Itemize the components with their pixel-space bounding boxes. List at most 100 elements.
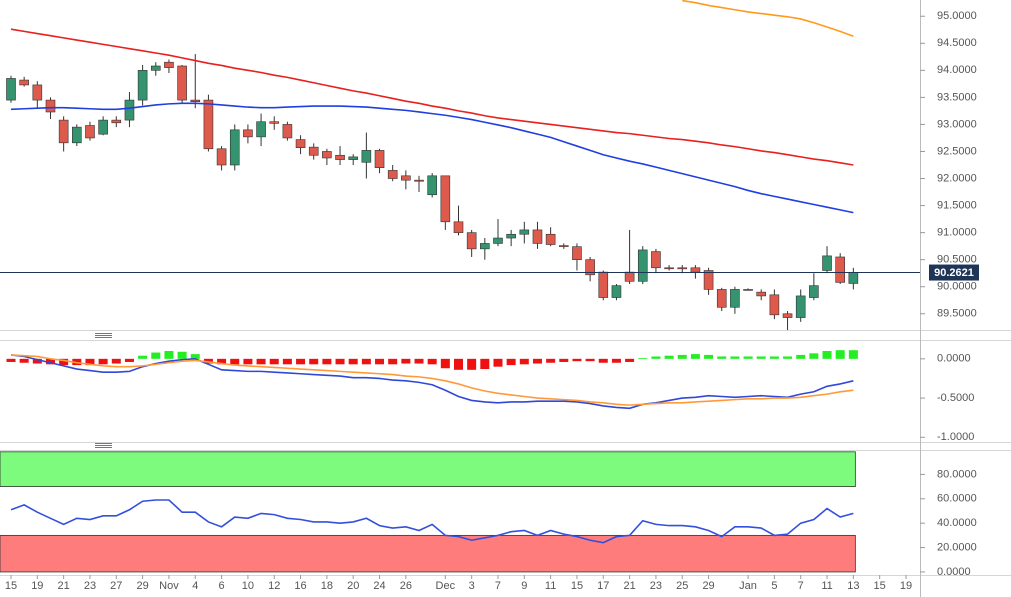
y-tick-label: 0.0000 (937, 353, 971, 365)
histogram (6, 350, 858, 370)
candle-body (493, 237, 503, 244)
x-tick-label: 3 (469, 580, 475, 592)
y-tick-label: -0.5000 (937, 392, 974, 404)
histogram-bar (217, 358, 227, 365)
x-tick-label: 24 (373, 580, 385, 592)
candle-body (519, 229, 530, 235)
y-tick-label: 20.0000 (937, 541, 977, 553)
y-tick-label: 92.5000 (937, 145, 977, 157)
candle-body (756, 291, 767, 297)
histogram-bar (164, 350, 174, 359)
histogram-bar (269, 358, 279, 365)
candle-body (164, 61, 174, 68)
histogram-bar (230, 358, 240, 365)
histogram-bar (124, 358, 134, 362)
histogram-bar (598, 358, 608, 363)
candle-body (190, 99, 201, 103)
y-tick-label: -1.0000 (937, 431, 974, 443)
histogram-bar (190, 354, 200, 359)
candle-body (72, 126, 82, 144)
resize-handle[interactable] (95, 443, 112, 448)
histogram-bar (559, 358, 569, 362)
resize-handle[interactable] (95, 333, 112, 338)
y-tick-label: 40.0000 (937, 517, 977, 529)
histogram-bar (506, 358, 516, 366)
candle-body (243, 129, 253, 138)
y-tick-label: 0.0000 (937, 566, 971, 578)
histogram-bar (151, 352, 161, 359)
histogram-bar (85, 358, 95, 366)
x-tick-label: Dec (436, 580, 456, 592)
candle-body (111, 119, 122, 124)
candle-body (427, 175, 437, 196)
x-tick-label: 11 (821, 580, 832, 592)
x-tick-label: 16 (294, 580, 306, 592)
histogram-bar (454, 358, 463, 370)
x-tick-label: 7 (495, 580, 501, 592)
candles (6, 54, 859, 330)
histogram-bar (625, 358, 635, 362)
candle-body (98, 119, 108, 135)
candle-body (506, 233, 516, 239)
candle-body (809, 285, 819, 298)
candle-body (124, 99, 135, 121)
candle-body (229, 129, 240, 166)
histogram-bar (98, 358, 108, 365)
x-tick-label: 21 (623, 580, 635, 592)
candle-body (282, 124, 293, 139)
candle-body (216, 148, 227, 166)
histogram-bar (19, 358, 29, 363)
histogram-bar (111, 358, 121, 364)
x-tick-label: 9 (521, 580, 527, 592)
histogram-bar (348, 358, 358, 365)
histogram-bar (651, 356, 661, 359)
histogram-bar (467, 358, 477, 370)
candle-body (203, 99, 214, 150)
line (10, 354, 854, 406)
x-tick-label: 17 (597, 580, 609, 592)
line (10, 102, 854, 214)
histogram-bar (45, 358, 55, 365)
candle-body (348, 156, 359, 160)
candle-body (256, 121, 266, 138)
histogram-bar (401, 358, 411, 364)
candle-body (58, 119, 69, 144)
x-tick-label: 15 (571, 580, 583, 592)
last-price-box (929, 264, 979, 281)
histogram-bar (638, 358, 648, 359)
x-tick-label: 18 (321, 580, 333, 592)
histogram-bar (611, 358, 621, 363)
y-tick-label: 94.0000 (937, 64, 977, 76)
candle-body (611, 285, 622, 298)
histogram-bar (480, 358, 490, 370)
y-tick-label: 91.0000 (937, 227, 977, 239)
candle-body (440, 175, 451, 223)
histogram-bar (256, 358, 266, 365)
line (10, 499, 854, 544)
candle-body (269, 121, 280, 124)
histogram-bar (322, 358, 332, 365)
x-tick-label: 20 (347, 580, 359, 592)
histogram-bar (664, 355, 674, 359)
histogram-bar (309, 358, 319, 365)
y-tick-label: 90.5000 (937, 254, 977, 266)
y-tick-label: 94.5000 (937, 37, 977, 49)
histogram-bar (690, 354, 700, 359)
candle-body (335, 154, 345, 160)
histogram-bar (677, 354, 687, 359)
candle-body (322, 151, 332, 159)
histogram-bar (138, 355, 148, 359)
candle-body (558, 245, 569, 247)
histogram-bar (796, 354, 806, 359)
histogram-bar (717, 356, 727, 359)
x-tick-label: 13 (847, 580, 859, 592)
x-tick-label: 15 (5, 580, 17, 592)
candle-body (414, 179, 424, 182)
y-tick-label: 90.0000 (937, 281, 977, 293)
last-price-label: 90.2621 (934, 267, 974, 279)
histogram-bar (783, 356, 793, 359)
histogram-bar (585, 358, 595, 362)
zone-band (0, 451, 856, 487)
x-tick-label: 10 (242, 580, 254, 592)
